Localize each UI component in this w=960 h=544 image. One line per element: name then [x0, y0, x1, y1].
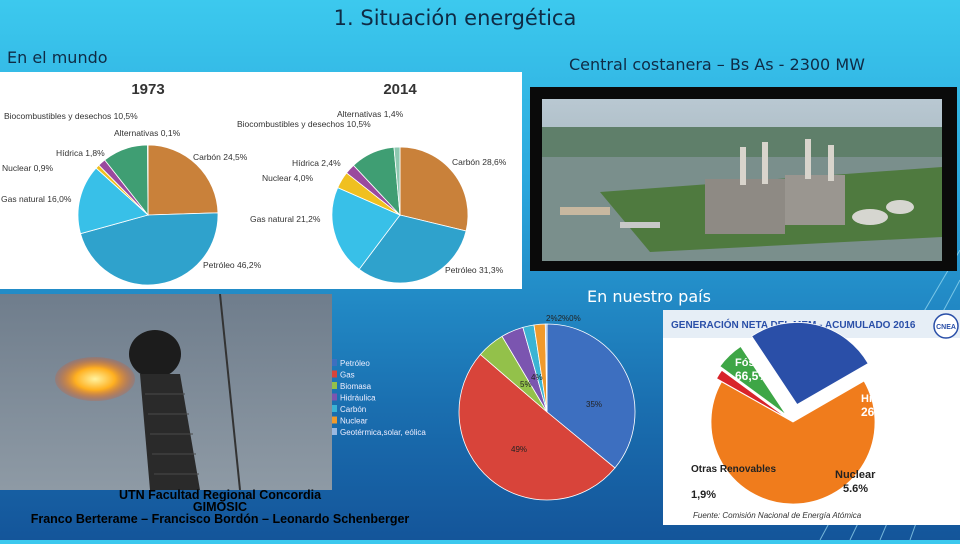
legend-swatch-5: [332, 417, 337, 424]
legend-swatch-1: [332, 371, 337, 378]
mem-otras-pct: 1,9%: [691, 489, 716, 501]
world-energy-panel: 1973 2014 Petróleo 46,2% Gas natural 16,…: [0, 72, 522, 289]
legend-label-6: Geotérmica,solar, eólica: [340, 428, 426, 437]
legend-label-4: Carbón: [340, 405, 366, 414]
label-2014-bio: Biocombustibles y desechos 10,5%: [237, 119, 371, 129]
mem-otras-name: Otras Renovables: [691, 464, 776, 475]
legend-swatch-2: [332, 382, 337, 389]
label-2014-nuclear: Nuclear 4,0%: [262, 173, 313, 183]
mem-source: Fuente: Comisión Nacional de Energía Ató…: [693, 511, 862, 520]
country-label-biomasa: 5%: [520, 380, 532, 389]
label-1973-bio: Biocombustibles y desechos 10,5%: [4, 111, 138, 121]
label-1973-carbon: Carbón 24,5%: [193, 152, 248, 162]
label-1973-hidrica: Hídrica 1,8%: [56, 148, 105, 158]
year-1973-label: 1973: [131, 81, 164, 98]
legend-label-5: Nuclear: [340, 417, 368, 426]
credits: UTN Facultad Regional Concordia GIMOSIC …: [0, 489, 440, 525]
legend-label-0: Petróleo: [340, 359, 370, 368]
legend-swatch-3: [332, 394, 337, 401]
label-2014-petroleo: Petróleo 31,3%: [445, 265, 504, 275]
label-1973-petroleo: Petróleo 46,2%: [203, 260, 262, 270]
legend-label-3: Hidráulica: [340, 394, 376, 403]
label-1973-nuclear: Nuclear 0,9%: [2, 163, 53, 173]
country-legend: Petróleo Gas Biomasa Hidráulica Carbón Nuclea…: [332, 359, 426, 437]
world-label: En el mundo: [7, 48, 108, 67]
pie-2014: [332, 147, 468, 283]
country-top-label: 2%2%0%: [546, 314, 581, 323]
power-plant-illustration: [530, 87, 957, 271]
power-plant-photo: [530, 87, 957, 271]
world-pie-charts: 1973 2014 Petróleo 46,2% Gas natural 16,…: [0, 72, 522, 289]
label-2014-gas: Gas natural 21,2%: [250, 214, 321, 224]
legend-swatch-0: [332, 359, 337, 366]
country-label-petroleo: 35%: [586, 400, 602, 409]
mem-hidraulica-pct: 26,0%: [861, 405, 895, 419]
label-1973-alt: Alternativas 0,1%: [114, 128, 181, 138]
mem-pie-chart: GENERACIÓN NETA DEL MEM - ACUMULADO 2016…: [663, 310, 960, 525]
mem-hidraulica-name: Hidráulica: [861, 393, 915, 405]
gas-flare-illustration: [0, 294, 332, 490]
credits-line3: Franco Berterame – Francisco Bordón – Le…: [0, 513, 440, 525]
legend-swatch-6: [332, 428, 337, 435]
legend-label-2: Biomasa: [340, 382, 372, 391]
country-label-gas: 49%: [511, 445, 527, 454]
year-2014-label: 2014: [383, 81, 417, 98]
gas-flare-photo: [0, 294, 332, 490]
legend-swatch-4: [332, 405, 337, 412]
country-pie: [459, 324, 635, 500]
mem-generation-panel: GENERACIÓN NETA DEL MEM - ACUMULADO 2016…: [663, 310, 960, 525]
mem-fosil-pct: 66,5%: [735, 369, 769, 383]
label-1973-gas: Gas natural 16,0%: [1, 194, 72, 204]
legend-label-1: Gas: [340, 371, 355, 380]
label-2014-hidrica: Hídrica 2,4%: [292, 158, 341, 168]
cnea-logo-text: CNEA: [936, 324, 956, 331]
pie-1973: [78, 145, 218, 285]
label-2014-carbon: Carbón 28,6%: [452, 157, 507, 167]
label-2014-alt: Alternativas 1,4%: [337, 109, 404, 119]
mem-nuclear-name: Nuclear: [835, 469, 876, 481]
slide-title: 1. Situación energética: [0, 6, 910, 30]
country-label-hidraulica: 4%: [531, 373, 543, 382]
mem-nuclear-pct: 5.6%: [843, 483, 868, 495]
mem-fosil-name: Fósil: [735, 357, 761, 369]
plant-label: Central costanera – Bs As - 2300 MW: [569, 55, 865, 74]
